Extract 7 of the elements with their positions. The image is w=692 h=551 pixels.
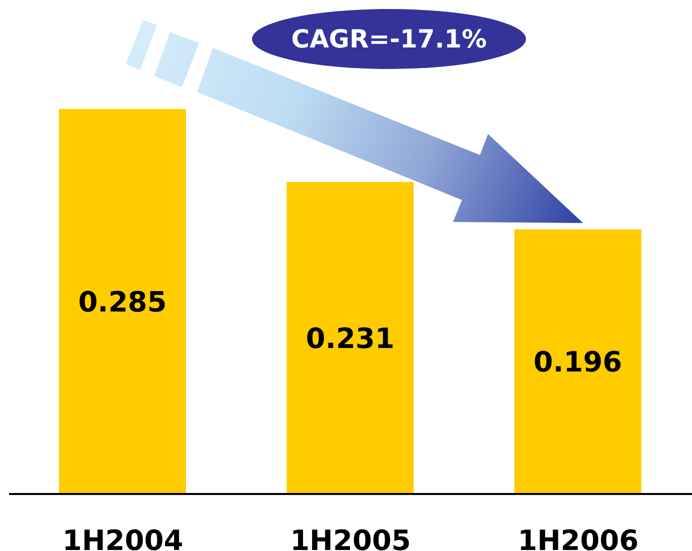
text: CAGR=-17.1% xyxy=(291,24,487,54)
x-tick-label: 1H2006 xyxy=(518,524,639,551)
data-label: 0.231 xyxy=(306,322,394,355)
data-label: 0.285 xyxy=(78,285,167,318)
x-tick-label: 1H2005 xyxy=(290,524,411,551)
x-tick-label: 1H2004 xyxy=(62,524,184,551)
data-label: 0.196 xyxy=(534,346,622,379)
